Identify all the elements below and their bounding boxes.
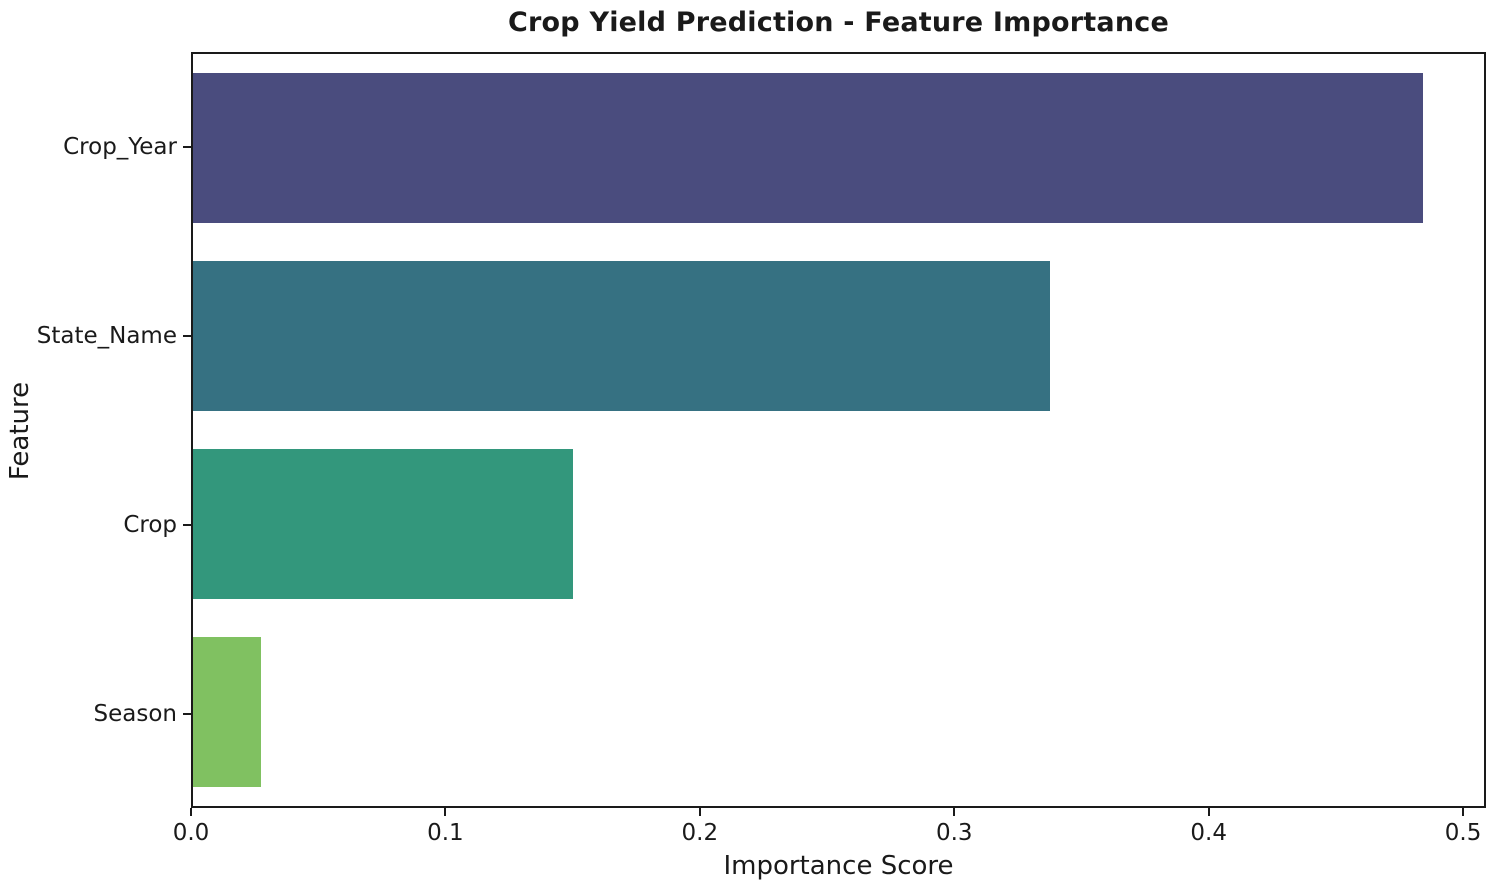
y-axis-label: Feature (5, 381, 35, 481)
x-tick-label-0.3: 0.3 (935, 820, 973, 846)
x-tick-mark (190, 808, 192, 816)
x-tick-label-0.0: 0.0 (172, 820, 210, 846)
y-tick-mark (183, 334, 191, 337)
y-tick-label-season: Season (93, 700, 177, 727)
bar-state_name (193, 260, 1051, 412)
y-tick-mark (183, 523, 191, 526)
x-tick-mark (444, 808, 447, 816)
y-tick-mark (183, 145, 191, 148)
x-tick-label-0.2: 0.2 (681, 820, 719, 846)
x-axis-label: Importance Score (723, 851, 954, 881)
x-tick-mark (1207, 808, 1210, 816)
chart-title: Crop Yield Prediction - Feature Importan… (508, 7, 1169, 38)
x-tick-mark (1462, 808, 1465, 816)
x-tick-mark (698, 808, 701, 816)
bar-season (193, 636, 262, 788)
y-tick-label-state_name: State_Name (36, 322, 177, 349)
y-tick-mark (183, 712, 191, 715)
bar-crop (193, 448, 574, 600)
x-tick-label-0.1: 0.1 (427, 820, 464, 846)
plot-area (191, 52, 1486, 808)
bar-crop_year (193, 72, 1424, 224)
y-tick-label-crop: Crop (123, 511, 177, 538)
y-tick-label-crop_year: Crop_Year (63, 133, 177, 160)
x-tick-mark (953, 808, 956, 816)
x-tick-label-0.4: 0.4 (1190, 820, 1227, 846)
x-tick-label-0.5: 0.5 (1444, 820, 1482, 846)
